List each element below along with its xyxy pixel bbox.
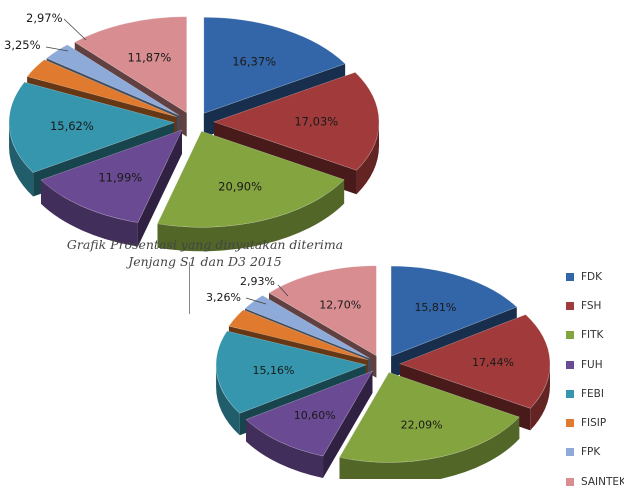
caption-line-2: Jenjang S1 dan D3 2015 [128, 254, 282, 269]
slice-wall-febi [216, 364, 240, 436]
legend-item-fisip: FISIP [566, 408, 624, 437]
legend-label: SAINTEK [581, 475, 624, 488]
caption-line-1: Grafik Prosentasi yang dinyatakan diteri… [66, 237, 344, 252]
slice-wall-fuh [41, 179, 138, 247]
leader-line-fpk [277, 284, 289, 297]
data-label-fitk: 20,90% [218, 179, 262, 193]
data-label-fuh: 11,99% [98, 170, 142, 184]
legend-label: FPK [581, 446, 601, 459]
legend-item-fitk: FITK [566, 321, 624, 350]
data-label-fisip: 3,26% [206, 291, 241, 304]
pie-slice-fisip [26, 59, 177, 118]
data-label-fdk: 15,81% [414, 301, 456, 314]
legend-label: FDK [581, 270, 603, 283]
legend-item-fuh: FUH [566, 350, 624, 379]
pie-slice-saintek [74, 16, 188, 114]
data-label-saintek: 12,70% [319, 298, 361, 311]
pie-slice-febi [215, 330, 368, 414]
legend: FDK FSH FITK FUH FEBI FISIP FPK SAINTEK [566, 262, 624, 496]
pie-slice-saintek [268, 265, 377, 357]
legend-item-fsh: FSH [566, 291, 624, 320]
legend-label: FITK [581, 329, 604, 342]
slice-wall-febi [9, 122, 34, 197]
legend-label: FSH [581, 299, 602, 312]
pie-slice-fuh [40, 129, 183, 223]
legend-label: FISIP [581, 417, 607, 430]
slice-face-fuh [137, 129, 182, 247]
legend-item-saintek: SAINTEK [566, 467, 624, 496]
data-label-fpk: 2,97% [26, 11, 63, 25]
legend-label: FUH [581, 358, 603, 371]
slice-face-fuh [323, 371, 373, 479]
pie-slice-fdk [390, 265, 518, 357]
data-label-febi: 15,62% [50, 119, 94, 133]
pie-slice-fitk [339, 372, 520, 463]
data-label-fuh: 10,60% [294, 409, 336, 422]
chart-caption: Grafik Prosentasi yang dinyatakan diteri… [40, 236, 370, 270]
pie-slice-fpk [46, 44, 180, 116]
pie-slice-fuh [245, 370, 374, 457]
slice-wall-fuh [246, 419, 324, 479]
legend-swatch [566, 419, 574, 428]
pie-slice-fpk [244, 295, 370, 359]
pie-slice-febi [8, 81, 176, 173]
leader-line-fpk [63, 18, 87, 41]
slice-wall-fitk [339, 417, 520, 479]
pie-slice-fsh [399, 314, 551, 409]
data-label-fitk: 22,09% [401, 419, 443, 432]
legend-item-fdk: FDK [566, 262, 624, 291]
data-label-fsh: 17,03% [294, 114, 338, 128]
pie-slice-fdk [203, 16, 346, 114]
leader-line-fisip [245, 297, 267, 305]
data-label-saintek: 11,87% [128, 50, 172, 64]
legend-swatch [566, 389, 574, 398]
pie-slice-fisip [228, 309, 369, 361]
data-label-fpk: 2,93% [240, 275, 275, 288]
data-label-fsh: 17,44% [472, 356, 514, 369]
data-label-fisip: 3,25% [4, 38, 41, 52]
legend-label: FEBI [581, 387, 604, 400]
legend-swatch [566, 331, 574, 340]
pie-2-tops: 15,81% 17,44% 22,09% 10,60% 15,16% 3,26% 2,93%… [206, 265, 551, 463]
slice-wall-fitk [157, 179, 345, 252]
data-label-febi: 15,16% [252, 364, 294, 377]
legend-swatch [566, 272, 574, 281]
pie-charts: 16,37% 17,03% 20,90% 11,99% 15,62% 3,25% 2,97%… [4, 11, 551, 479]
pie-slice-fsh [213, 72, 380, 171]
slice-wall-fsh [356, 121, 379, 195]
divider-line [189, 262, 190, 314]
data-label-fdk: 16,37% [232, 54, 276, 68]
legend-item-fpk: FPK [566, 438, 624, 467]
slice-wall-fsh [530, 363, 550, 431]
pie-1-tops: 16,37% 17,03% 20,90% 11,99% 15,62% 3,25% 2,97%… [4, 11, 380, 228]
legend-item-febi: FEBI [566, 379, 624, 408]
legend-swatch [566, 301, 574, 310]
pie-slice-fitk [157, 130, 345, 228]
leader-line-fisip [45, 46, 69, 52]
figure: 16,37% 17,03% 20,90% 11,99% 15,62% 3,25% 2,97%… [4, 11, 624, 488]
legend-swatch [566, 360, 574, 369]
legend-swatch [566, 448, 574, 457]
